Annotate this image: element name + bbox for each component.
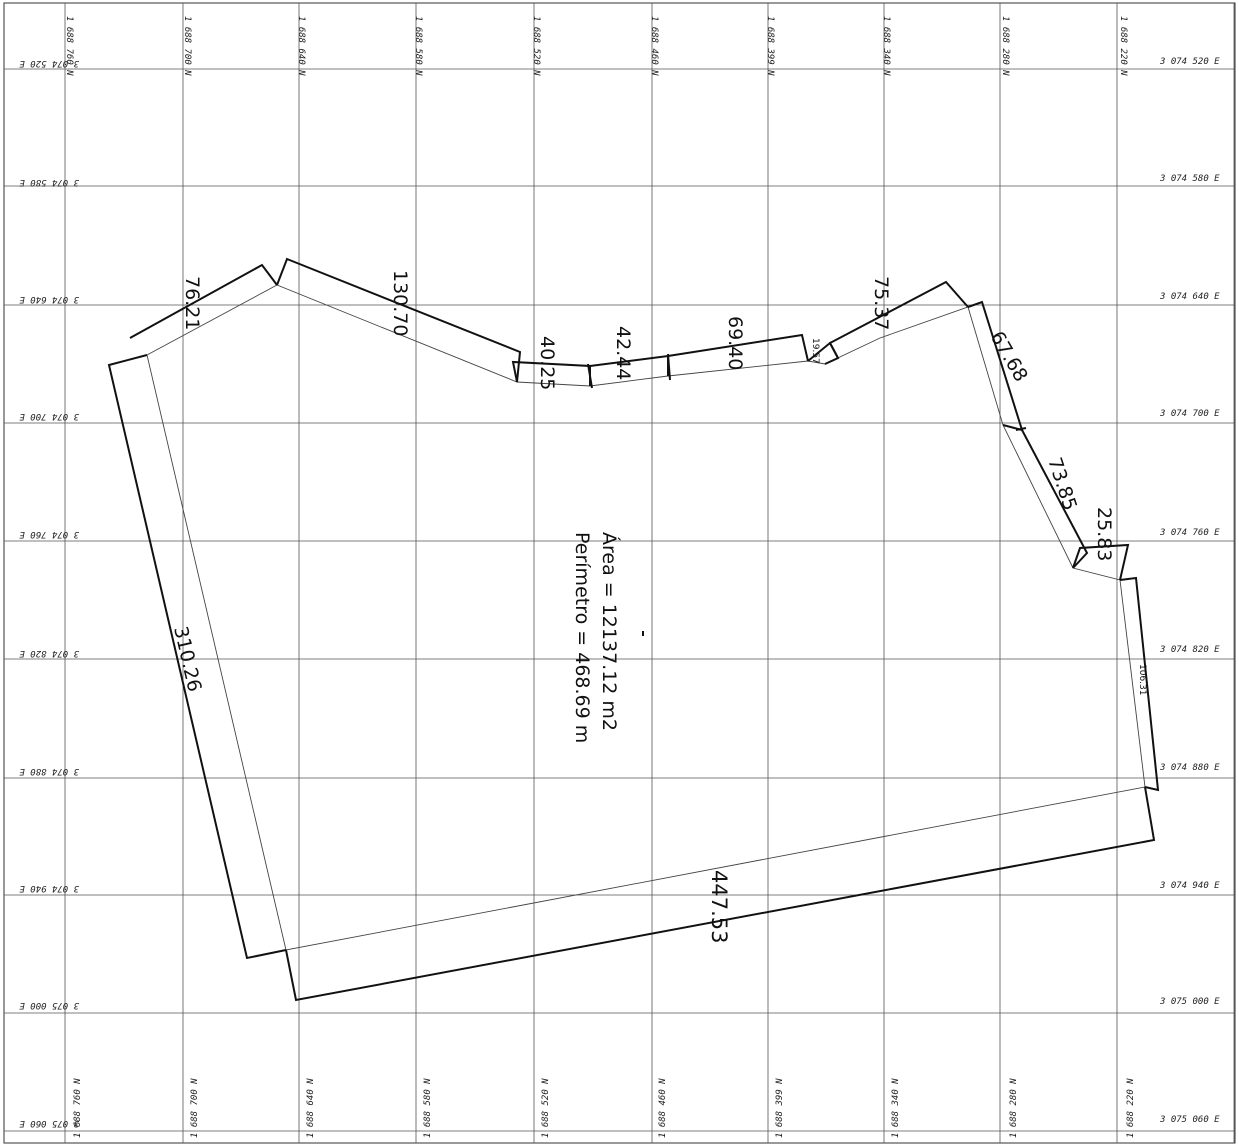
parcel-info: Área = 12137.12 m2 Perímetro = 468.69 m	[571, 532, 644, 743]
east-label-right: 3 075 000 E	[1159, 997, 1220, 1007]
east-label-right: 3 075 060 E	[1159, 1115, 1220, 1125]
north-label-bottom: 1 688 760 N	[73, 1078, 83, 1138]
segment-label-73-85: 73.85	[1043, 455, 1081, 514]
north-label-bottom: 1 688 340 N	[891, 1078, 901, 1138]
north-label-top: 1 688 520 N	[531, 16, 541, 76]
segment-label-25-83: 25.83	[1093, 507, 1115, 561]
easting-grid-lines	[4, 68, 1235, 1132]
dimension-tick	[587, 363, 593, 389]
east-label-right: 3 074 940 E	[1159, 881, 1220, 891]
north-label-bottom: 1 688 399 N	[775, 1078, 785, 1138]
north-label-bottom: 1 688 700 N	[190, 1078, 200, 1138]
east-label-left: 3 074 580 E	[19, 177, 80, 187]
east-label-left: 3 074 940 E	[19, 883, 80, 893]
parcel-boundary	[146, 284, 1146, 951]
perimeter-label: Perímetro = 468.69 m	[571, 532, 593, 743]
north-label-top: 1 688 760 N	[64, 16, 74, 76]
segment-label-19-57: 19.57	[810, 338, 820, 364]
segment-label-42-44: 42.44	[612, 326, 634, 380]
area-label: Área = 12137.12 m2	[598, 532, 621, 731]
dimension-line-106-31	[1119, 576, 1160, 792]
north-label-bottom: 1 688 580 N	[423, 1078, 433, 1138]
east-label-left: 3 074 880 E	[19, 766, 80, 776]
north-label-bottom: 1 688 640 N	[306, 1078, 316, 1138]
segment-label-40-25: 40.25	[536, 336, 558, 390]
dimension-line-130-70	[276, 257, 522, 383]
east-label-left: 3 074 700 E	[19, 411, 80, 421]
east-label-left: 3 075 060 E	[19, 1118, 80, 1128]
north-label-bottom: 1 688 280 N	[1009, 1078, 1019, 1138]
dimension-line-73-85	[1021, 429, 1089, 569]
east-label-right: 3 074 760 E	[1159, 528, 1220, 538]
segment-label-76-21: 76.21	[181, 276, 203, 330]
northing-grid-lines	[64, 3, 1235, 1143]
north-label-bottom: 1 688 220 N	[1126, 1078, 1136, 1138]
segment-label-69-40: 69.40	[724, 316, 746, 370]
segment-label-106-31: 106.31	[1137, 664, 1147, 696]
east-label-left: 3 074 520 E	[19, 58, 80, 68]
north-label-top: 1 688 280 N	[1000, 16, 1010, 76]
segment-label-447-53: 447.53	[707, 870, 731, 943]
map-frame	[3, 2, 1236, 1144]
east-label-right: 3 074 880 E	[1159, 763, 1220, 773]
dimension-line-76-21	[129, 263, 278, 339]
north-label-top: 1 688 640 N	[296, 16, 306, 76]
east-label-left: 3 074 640 E	[19, 294, 80, 304]
north-label-top: 1 688 580 N	[413, 16, 423, 76]
north-label-bottom: 1 688 520 N	[541, 1078, 551, 1138]
segment-label-75-37: 75.37	[870, 276, 892, 330]
dimension-line-67-68	[967, 300, 1024, 432]
east-label-right: 3 074 520 E	[1159, 57, 1220, 67]
east-label-left: 3 074 760 E	[19, 529, 80, 539]
dimension-line-310-26	[107, 354, 287, 960]
dimension-line-69-40	[667, 333, 809, 362]
north-label-top: 1 688 220 N	[1118, 16, 1128, 76]
east-label-left: 3 074 820 E	[19, 648, 80, 658]
segment-label-130-70: 130.70	[389, 270, 411, 336]
north-label-top: 1 688 340 N	[881, 16, 891, 76]
dimension-lines	[107, 257, 1160, 1002]
east-labels-right: 3 074 520 E 3 074 580 E 3 074 640 E 3 07…	[1159, 57, 1220, 1125]
dimension-line-447-53	[285, 786, 1156, 1002]
east-labels-left: 3 074 520 E 3 074 580 E 3 074 640 E 3 07…	[19, 58, 80, 1128]
dimension-line-75-37	[828, 280, 969, 359]
north-label-top: 1 688 460 N	[649, 16, 659, 76]
east-label-left: 3 075 000 E	[19, 1000, 80, 1010]
east-label-right: 3 074 820 E	[1159, 645, 1220, 655]
north-label-bottom: 1 688 460 N	[658, 1078, 668, 1138]
north-label-top: 1 688 700 N	[182, 16, 192, 76]
segment-label-67-68: 67.68	[986, 328, 1032, 386]
north-label-top: 1 688 399 N	[765, 16, 775, 76]
east-label-right: 3 074 580 E	[1159, 174, 1220, 184]
east-label-right: 3 074 700 E	[1159, 409, 1220, 419]
dimension-tick	[667, 353, 671, 381]
north-labels-bottom: 1 688 760 N 1 688 700 N 1 688 640 N 1 68…	[73, 1078, 1136, 1138]
east-label-right: 3 074 640 E	[1159, 292, 1220, 302]
dimension-tick	[1015, 427, 1027, 431]
dimension-line-25-83	[1072, 543, 1130, 581]
north-labels-top: 1 688 760 N 1 688 700 N 1 688 640 N 1 68…	[64, 16, 1128, 76]
